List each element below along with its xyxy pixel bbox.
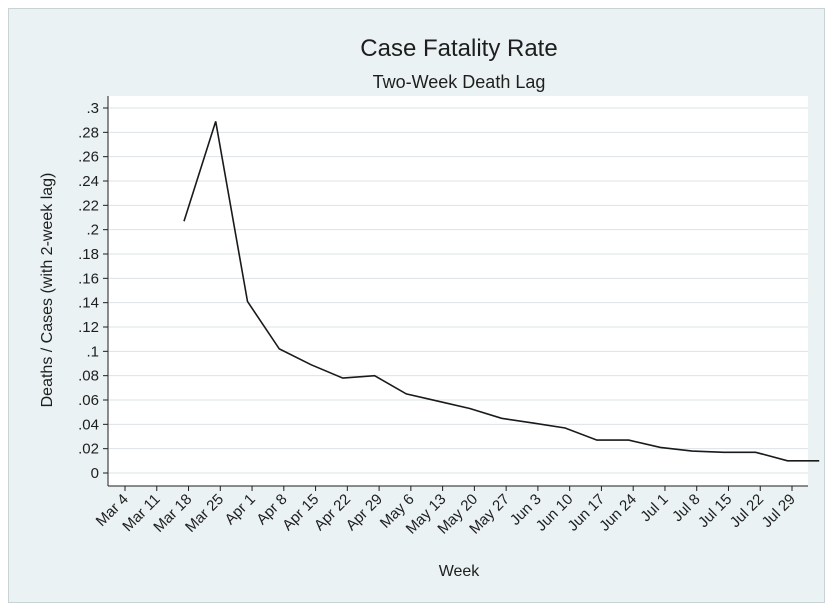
y-tick-label: .12 <box>78 319 99 336</box>
x-tick-label: Jul 29 <box>759 491 799 531</box>
x-tick-label: Apr 1 <box>221 491 258 528</box>
y-tick-label: .04 <box>78 416 99 433</box>
y-axis-label: Deaths / Cases (with 2-week lag) <box>39 173 56 408</box>
y-tick-label: .1 <box>86 343 99 360</box>
x-axis-label: Week <box>439 563 481 580</box>
series-line-case-fatality-rate <box>183 121 820 462</box>
x-tick-label: Apr 29 <box>343 491 386 534</box>
y-tick-label: .28 <box>78 124 99 141</box>
y-tick-label: .18 <box>78 246 99 263</box>
y-tick-label: .24 <box>78 173 99 190</box>
x-tick-label: Jul 22 <box>727 491 767 531</box>
x-tick-label: Jul 15 <box>695 491 735 531</box>
chart-subtitle: Two-Week Death Lag <box>373 72 546 92</box>
y-tick-label: .14 <box>78 295 99 312</box>
y-tick-label: 0 <box>91 465 99 482</box>
chart-title: Case Fatality Rate <box>360 35 557 62</box>
y-tick-label: .02 <box>78 441 99 458</box>
y-tick-label: .16 <box>78 270 99 287</box>
y-tick-label: .3 <box>86 100 99 117</box>
x-tick-label: Jul 1 <box>637 491 671 525</box>
y-tick-label: .08 <box>78 368 99 385</box>
y-tick-label: .22 <box>78 197 99 214</box>
y-tick-label: .06 <box>78 392 99 409</box>
y-tick-label: .2 <box>86 222 99 239</box>
plot-area <box>108 96 808 486</box>
y-tick-label: .26 <box>78 149 99 166</box>
